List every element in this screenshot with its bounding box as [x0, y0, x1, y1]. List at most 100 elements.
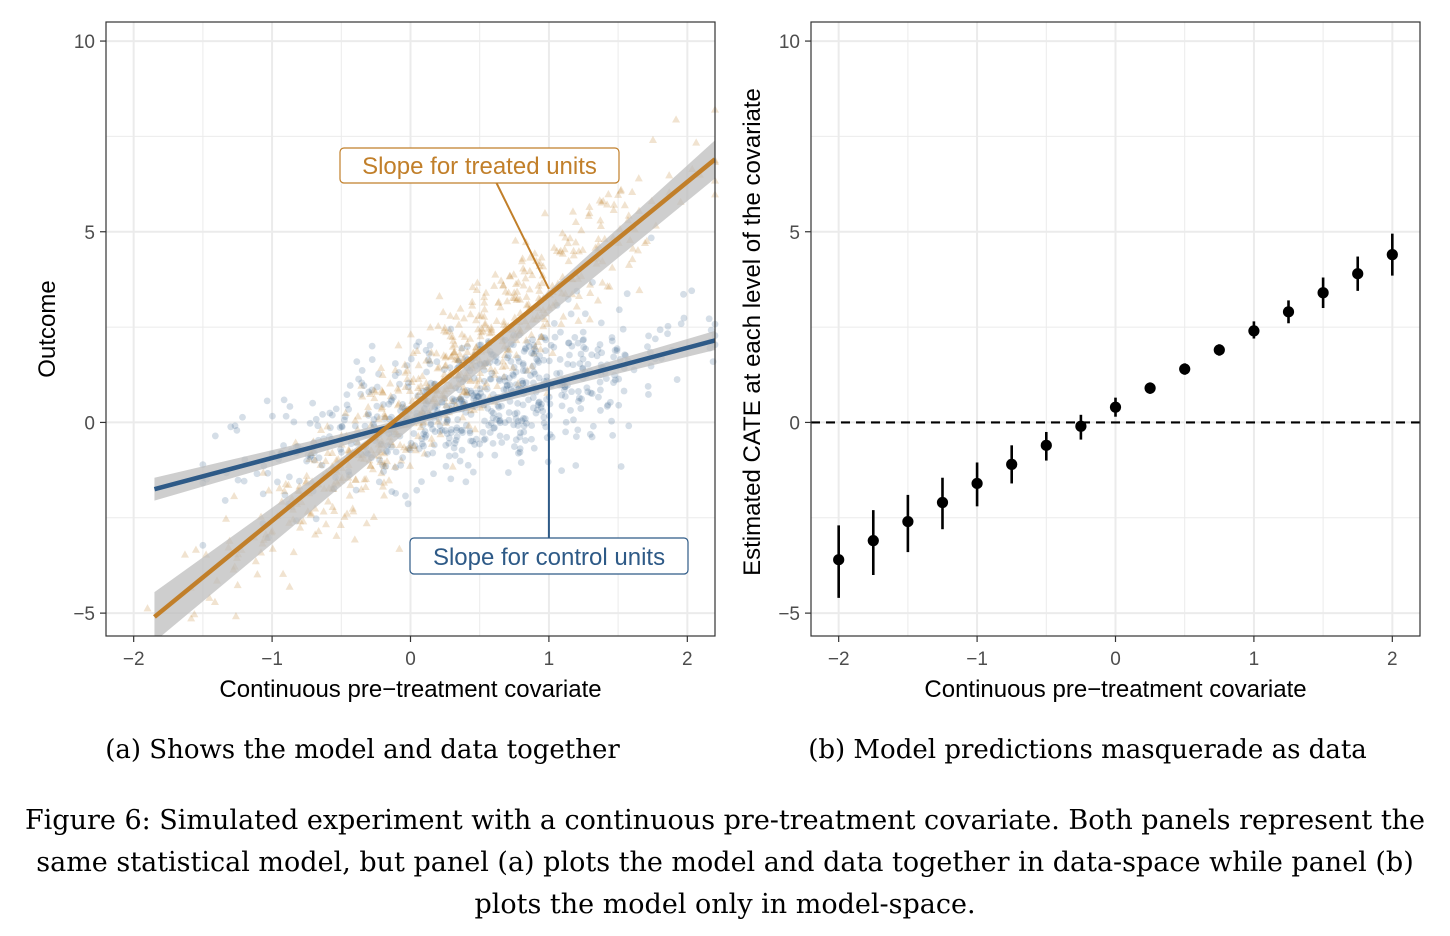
- control-data-point: [358, 367, 366, 374]
- treated-data-point: [180, 550, 189, 558]
- treated-data-point: [362, 519, 371, 527]
- treated-data-point: [344, 445, 353, 454]
- cate-estimate-point: [1213, 344, 1225, 356]
- control-data-point: [516, 445, 524, 453]
- control-data-point: [673, 376, 681, 383]
- control-data-point: [463, 391, 471, 399]
- treated-data-point: [672, 115, 681, 123]
- control-data-point: [542, 336, 550, 344]
- treated-data-point: [279, 569, 288, 577]
- control-data-point: [476, 341, 483, 349]
- control-data-point: [505, 374, 513, 382]
- control-data-point: [519, 379, 527, 387]
- treated-data-point: [490, 366, 499, 374]
- treated-data-point: [394, 341, 403, 349]
- control-data-point: [376, 456, 383, 464]
- control-data-point: [379, 401, 387, 408]
- treated-confidence-ribbon: [154, 140, 715, 636]
- control-data-point: [516, 448, 524, 456]
- treated-data-point: [380, 449, 389, 457]
- treated-data-point: [530, 349, 539, 357]
- control-data-point: [558, 467, 566, 475]
- control-data-point: [705, 315, 713, 323]
- control-data-point: [358, 379, 366, 387]
- control-data-point: [595, 393, 602, 401]
- treated-data-point: [485, 329, 494, 337]
- control-data-point: [615, 375, 623, 383]
- control-data-point: [520, 347, 528, 355]
- control-data-point: [370, 416, 378, 423]
- treated-data-point: [466, 406, 475, 414]
- treated-data-point: [222, 514, 231, 522]
- panel-b-points: [833, 233, 1398, 598]
- panel-a-x-tick-label: 1: [544, 649, 555, 670]
- control-data-point: [326, 424, 334, 432]
- control-data-point: [567, 310, 575, 318]
- treated-data-point: [264, 486, 273, 494]
- control-data-point: [357, 390, 365, 398]
- control-data-point: [568, 342, 576, 350]
- treated-data-point: [459, 353, 468, 362]
- control-data-point: [382, 462, 390, 470]
- treated-data-point: [578, 245, 587, 253]
- treated-data-point: [535, 258, 544, 267]
- panel-b-y-tick-label: 0: [789, 413, 800, 434]
- treated-data-point: [456, 304, 465, 312]
- treated-data-point: [519, 281, 528, 289]
- control-data-point: [431, 428, 439, 435]
- treated-data-point: [401, 445, 410, 453]
- treated-data-point: [384, 476, 393, 484]
- control-data-point: [512, 381, 520, 389]
- treated-data-point: [405, 386, 414, 395]
- control-data-point: [516, 429, 524, 437]
- control-data-point: [540, 413, 548, 421]
- treated-data-point: [447, 351, 456, 359]
- treated-data-point: [340, 512, 349, 520]
- treated-data-point: [487, 328, 496, 336]
- treated-data-point: [268, 544, 277, 552]
- treated-data-point: [498, 357, 507, 365]
- control-data-point: [514, 400, 522, 407]
- treated-data-point: [477, 328, 486, 336]
- treated-data-point: [285, 582, 294, 590]
- treated-data-point: [378, 387, 387, 395]
- panel-a-annotations: Slope for treated units Slope for control…: [339, 147, 689, 575]
- treated-data-point: [370, 393, 379, 402]
- treated-data-point: [537, 332, 546, 340]
- control-data-point: [579, 355, 587, 363]
- control-data-point: [259, 490, 267, 498]
- control-data-point: [537, 333, 545, 341]
- control-data-point: [405, 379, 412, 387]
- treated-data-point: [468, 297, 477, 306]
- treated-data-point: [628, 187, 637, 195]
- treated-data-point: [466, 310, 475, 318]
- control-data-point: [420, 442, 427, 450]
- treated-data-point: [459, 387, 468, 395]
- control-data-point: [472, 389, 480, 397]
- cate-estimate-point: [1006, 458, 1018, 470]
- control-data-point: [494, 359, 502, 366]
- panel-a-x-tick-label: −2: [123, 649, 145, 670]
- treated-data-point: [496, 303, 505, 311]
- control-data-point: [625, 422, 633, 430]
- treated-data-point: [599, 196, 608, 205]
- treated-data-point: [380, 459, 389, 467]
- control-data-point: [528, 435, 535, 443]
- treated-data-point: [481, 321, 490, 329]
- treated-data-point: [564, 238, 573, 247]
- control-data-point: [498, 402, 505, 410]
- control-data-point: [550, 343, 558, 351]
- treated-data-point: [427, 348, 436, 356]
- control-data-point: [368, 342, 376, 350]
- control-data-point: [519, 380, 527, 387]
- control-data-point: [603, 402, 611, 410]
- treated-data-point: [641, 238, 650, 247]
- treated-data-point: [360, 475, 369, 483]
- treated-data-point: [311, 504, 320, 512]
- control-data-point: [489, 414, 497, 422]
- treated-data-point: [513, 294, 522, 302]
- control-data-point: [343, 401, 351, 409]
- control-data-point: [536, 352, 543, 360]
- treated-data-point: [351, 475, 360, 483]
- panel-a-y-tick-label: 10: [74, 32, 95, 53]
